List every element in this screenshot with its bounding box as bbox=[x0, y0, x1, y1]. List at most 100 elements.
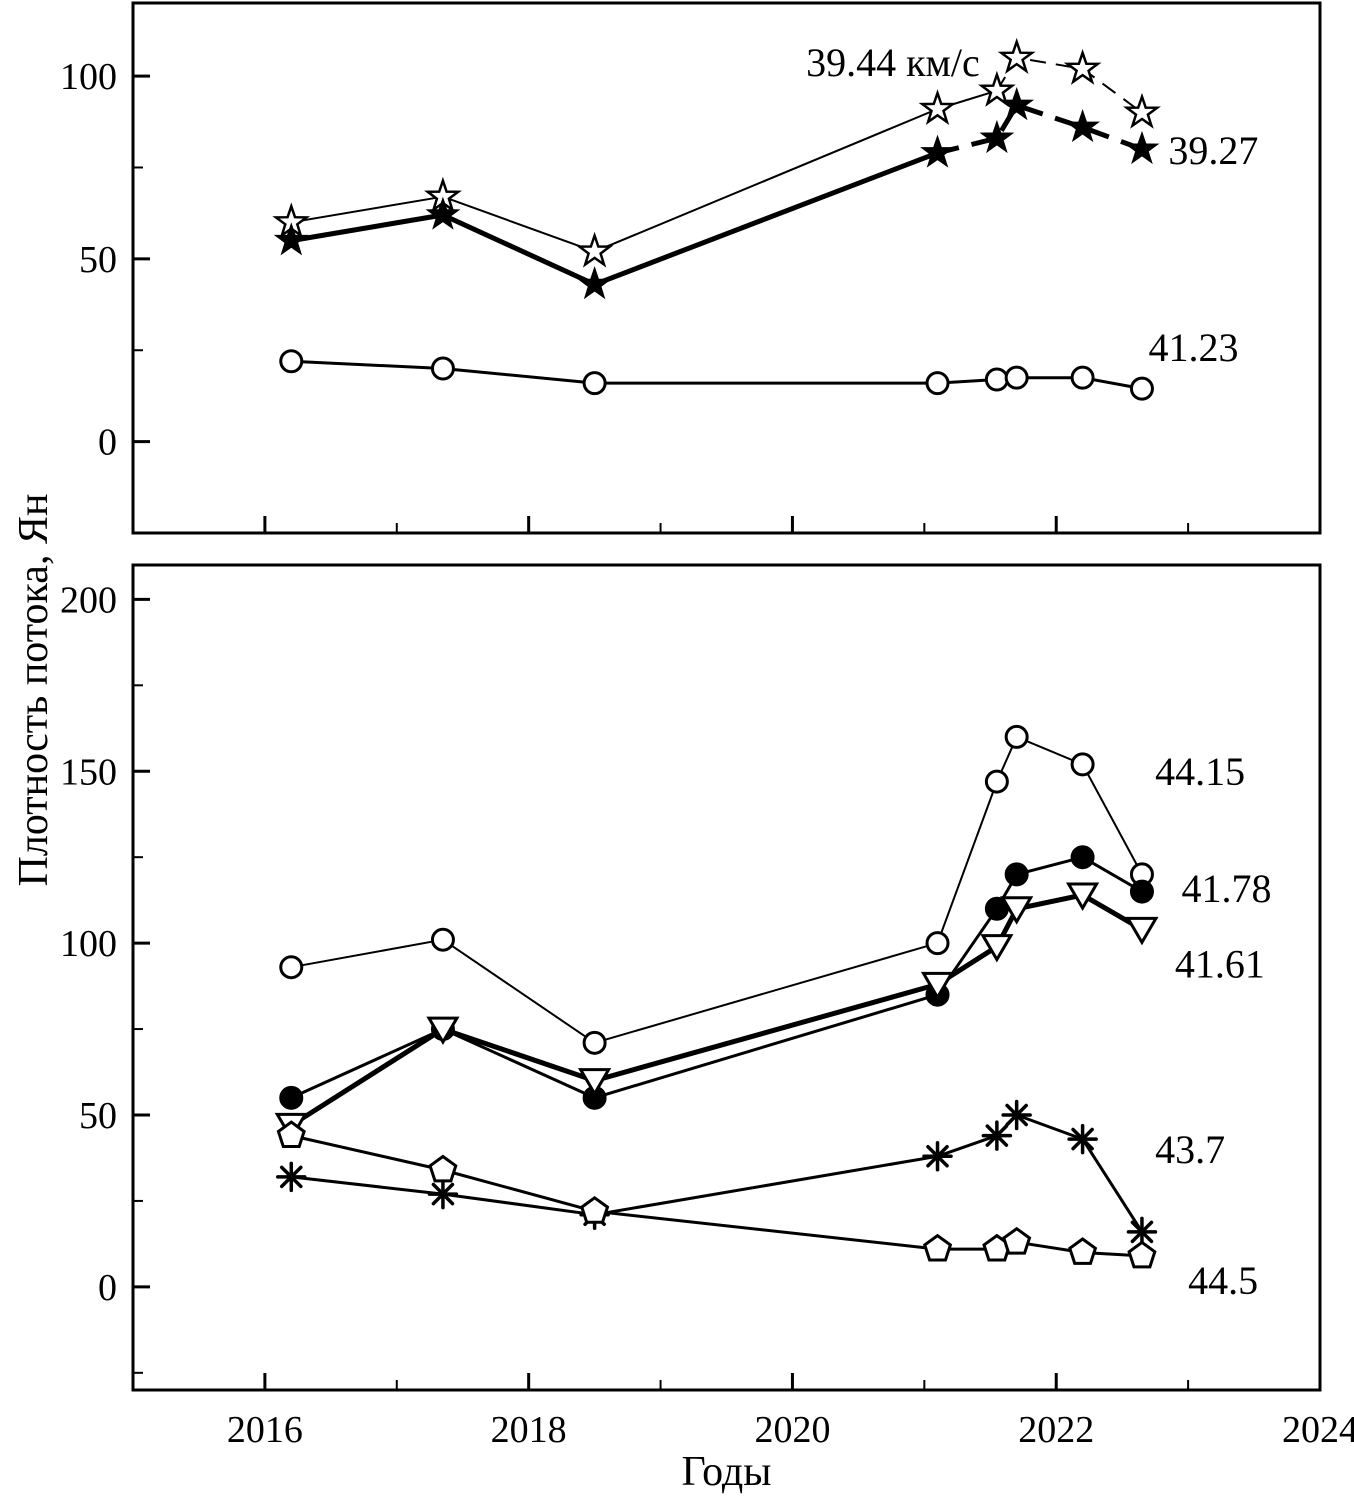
x-axis-title: Годы bbox=[681, 1449, 772, 1495]
triangle-open-marker bbox=[1125, 916, 1159, 946]
star-open-marker bbox=[918, 89, 957, 126]
series-markers-44.15 bbox=[279, 724, 1154, 1055]
star-filled-marker bbox=[979, 119, 1015, 154]
star-open-marker bbox=[1122, 92, 1161, 129]
x-tick-label: 2016 bbox=[227, 1409, 303, 1451]
series-label-39.27: 39.27 bbox=[1168, 128, 1258, 173]
series-label-41.23: 41.23 bbox=[1149, 325, 1239, 370]
circle-open-marker bbox=[279, 955, 304, 980]
panel-border bbox=[131, 563, 1322, 1392]
star-filled-marker bbox=[999, 86, 1035, 121]
pentagon-open-marker bbox=[580, 1195, 610, 1224]
circle-filled-marker bbox=[1129, 879, 1154, 904]
line bbox=[290, 855, 1143, 1100]
series-markers-39.44-км-с bbox=[272, 37, 1161, 268]
series-markers-44.5 bbox=[276, 1120, 1157, 1269]
circle-open-marker bbox=[1004, 724, 1029, 749]
circle-open-marker bbox=[430, 356, 455, 381]
pentagon-open-marker bbox=[1068, 1237, 1098, 1265]
series-label-44.15: 44.15 bbox=[1155, 749, 1245, 794]
circle-open-marker bbox=[984, 367, 1009, 392]
series-markers-41.23 bbox=[279, 349, 1154, 401]
circle-open-marker bbox=[984, 769, 1009, 794]
y-tick-label: 150 bbox=[60, 751, 117, 793]
circle-open-marker bbox=[1129, 376, 1154, 401]
series-line-44.15 bbox=[291, 735, 1143, 1044]
pentagon-open-marker bbox=[428, 1154, 458, 1183]
y-tick-label: 0 bbox=[98, 1267, 117, 1309]
asterisk-marker bbox=[985, 1124, 1009, 1147]
circle-open-marker bbox=[430, 927, 455, 952]
triangle-open-marker bbox=[1000, 896, 1034, 925]
series-markers-43.7 bbox=[276, 1099, 1158, 1248]
circle-open-marker bbox=[925, 931, 950, 956]
y-tick-label: 100 bbox=[60, 923, 117, 965]
star-filled-marker bbox=[273, 222, 309, 256]
pentagon-open-marker bbox=[1002, 1226, 1032, 1255]
series-markers-41.78 bbox=[279, 845, 1154, 1110]
series-line-39.27 bbox=[290, 102, 1143, 287]
asterisk-marker bbox=[1071, 1127, 1094, 1151]
star-open-marker bbox=[1063, 48, 1102, 85]
star-filled-marker bbox=[920, 134, 955, 168]
x-tick-label: 2018 bbox=[491, 1409, 567, 1451]
x-tick-label: 2022 bbox=[1018, 1409, 1094, 1451]
series-label-39.44-км-с: 39.44 км/с bbox=[806, 40, 980, 85]
series-markers-39.27 bbox=[273, 86, 1160, 300]
y-tick-label: 50 bbox=[79, 239, 117, 281]
line bbox=[291, 735, 1143, 1044]
circle-filled-marker bbox=[279, 1085, 304, 1110]
y-tick-label: 0 bbox=[98, 422, 117, 464]
line-dashed-part bbox=[936, 102, 1143, 156]
star-filled-marker bbox=[1124, 130, 1160, 165]
circle-filled-marker bbox=[1070, 845, 1095, 870]
y-axis-title: Плотность потока, Ян bbox=[11, 493, 57, 887]
line bbox=[291, 1113, 1144, 1233]
y-tick-label: 200 bbox=[60, 579, 117, 621]
series-line-43.7 bbox=[291, 1113, 1144, 1233]
asterisk-marker bbox=[926, 1144, 949, 1168]
triangle-open-marker bbox=[426, 1016, 460, 1046]
line-dashed-part bbox=[996, 56, 1143, 114]
asterisk-marker bbox=[279, 1165, 303, 1189]
series-label-41.61: 41.61 bbox=[1175, 942, 1265, 987]
circle-open-marker bbox=[279, 349, 304, 374]
pentagon-open-marker bbox=[1127, 1240, 1157, 1269]
series-line-41.78 bbox=[290, 855, 1143, 1100]
star-open-marker bbox=[997, 37, 1036, 74]
series-markers-41.61 bbox=[274, 882, 1159, 1142]
star-filled-marker bbox=[425, 196, 461, 230]
x-tick-label: 2024 bbox=[1282, 1409, 1354, 1451]
panel-bottom: 0 50 100 150 200 2016 2018 2020 2022 2024 44.15 41.… bbox=[60, 563, 1354, 1451]
triangle-open-marker bbox=[1065, 882, 1100, 911]
triangle-open-marker bbox=[920, 971, 955, 1001]
series-label-41.78: 41.78 bbox=[1182, 866, 1272, 911]
star-filled-marker bbox=[1065, 108, 1101, 143]
series-line-39.44-км-с bbox=[291, 56, 1143, 253]
star-open-marker bbox=[978, 70, 1016, 107]
star-open-marker bbox=[575, 231, 614, 268]
triangle-open-marker bbox=[980, 934, 1014, 963]
pentagon-open-marker bbox=[276, 1120, 306, 1148]
pentagon-open-marker bbox=[922, 1233, 953, 1262]
line bbox=[289, 892, 1144, 1128]
y-tick-label: 50 bbox=[79, 1095, 117, 1137]
x-tick-label: 2020 bbox=[754, 1409, 830, 1451]
asterisk-marker bbox=[1130, 1220, 1154, 1244]
asterisk-marker bbox=[431, 1182, 455, 1206]
circle-open-marker bbox=[1070, 365, 1095, 390]
series-label-43.7: 43.7 bbox=[1155, 1127, 1225, 1172]
panel-border bbox=[131, 1, 1322, 535]
circle-open-marker bbox=[1070, 752, 1095, 777]
asterisk-marker bbox=[1005, 1103, 1028, 1127]
circle-open-marker bbox=[582, 1030, 607, 1055]
triangle-open-marker bbox=[577, 1068, 612, 1097]
y-tick-label: 100 bbox=[60, 56, 117, 98]
series-label-44.5: 44.5 bbox=[1188, 1258, 1258, 1303]
circle-filled-marker bbox=[1004, 862, 1029, 887]
star-filled-marker bbox=[577, 266, 613, 300]
line-solid-part bbox=[290, 150, 939, 287]
circle-open-marker bbox=[925, 371, 950, 396]
